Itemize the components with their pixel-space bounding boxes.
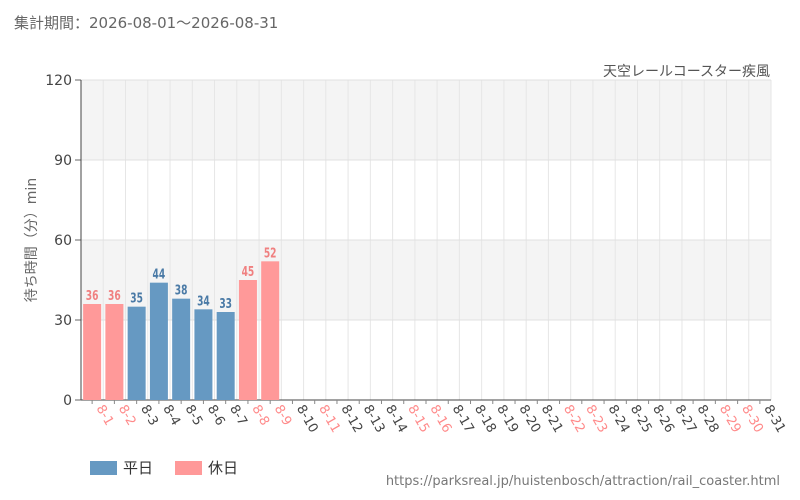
x-tick-label: 8-31 [760, 403, 788, 436]
bar-value-label: 38 [175, 282, 188, 298]
legend-holiday-swatch [175, 460, 203, 475]
bar-value-label: 33 [219, 296, 232, 312]
x-tick-label: 8-17 [449, 403, 477, 436]
x-tick-label: 8-21 [538, 403, 566, 436]
bar-value-label: 45 [242, 264, 255, 280]
legend-holiday: 休日 [175, 457, 238, 478]
x-tick-label: 8-3 [137, 403, 161, 429]
period-label: 集計期間：2026-08-01～2026-08-31 [14, 14, 279, 32]
x-tick-label: 8-12 [338, 403, 366, 436]
legend-weekday-swatch [90, 460, 117, 475]
bar-value-label: 36 [108, 288, 121, 304]
bar-value-label: 36 [86, 288, 99, 304]
bar-value-label: 52 [264, 245, 277, 261]
y-tick-label: 30 [54, 313, 72, 329]
legend-weekday: 平日 [90, 457, 153, 478]
x-tick-label: 8-22 [560, 403, 588, 436]
plot-band [81, 160, 771, 240]
y-axis-title: 待ち時間（分）min [24, 178, 40, 302]
x-tick-label: 8-10 [293, 403, 321, 436]
x-tick-label: 8-28 [694, 403, 722, 436]
bar-8-4 [149, 282, 168, 400]
x-tick-label: 8-26 [649, 403, 677, 436]
x-tick-label: 8-5 [182, 403, 206, 429]
legend-holiday-label: 休日 [208, 459, 239, 477]
x-tick-label: 8-8 [248, 403, 272, 429]
source-link[interactable]: https://parksreal.jp/huistenbosch/attrac… [385, 474, 780, 489]
plot-band [81, 240, 771, 320]
y-tick-label: 60 [54, 233, 72, 249]
x-tick-label: 8-19 [493, 403, 521, 436]
bar-8-3 [127, 306, 146, 400]
x-tick-label: 8-9 [271, 403, 295, 429]
x-tick-label: 8-6 [204, 403, 228, 429]
attraction-name: 天空レールコースター疾風 [602, 64, 770, 80]
bar-value-label: 44 [153, 266, 166, 282]
plot-band [81, 80, 771, 160]
x-tick-label: 8-4 [159, 403, 183, 429]
x-tick-label: 8-24 [605, 403, 633, 436]
y-tick-label: 120 [45, 73, 72, 89]
x-tick-label: 8-15 [404, 403, 432, 436]
bar-8-1 [83, 304, 102, 400]
legend-weekday-label: 平日 [123, 459, 154, 477]
bar-value-label: 35 [130, 290, 143, 306]
x-tick-label: 8-29 [716, 403, 744, 436]
bar-8-5 [172, 298, 191, 400]
bar-8-8 [238, 280, 257, 400]
x-tick-label: 8-20 [516, 403, 544, 436]
x-tick-label: 8-13 [360, 403, 388, 436]
x-tick-label: 8-11 [315, 403, 343, 436]
bar-8-6 [194, 309, 213, 400]
chart-legend: 平日 休日 [90, 457, 260, 478]
x-tick-label: 8-14 [382, 403, 410, 436]
y-tick-label: 90 [54, 153, 72, 169]
bar-8-9 [261, 261, 280, 400]
x-tick-label: 8-27 [671, 403, 699, 436]
x-tick-label: 8-30 [738, 403, 766, 436]
x-tick-label: 8-7 [226, 403, 250, 429]
x-tick-label: 8-18 [471, 403, 499, 436]
y-tick-label: 0 [63, 393, 72, 409]
bar-8-7 [216, 312, 235, 400]
x-tick-label: 8-25 [627, 403, 655, 436]
x-tick-label: 8-23 [582, 403, 610, 436]
x-tick-label: 8-2 [115, 403, 139, 429]
bar-8-2 [105, 304, 124, 400]
bar-value-label: 34 [197, 293, 210, 309]
x-tick-label: 8-1 [93, 403, 117, 429]
x-tick-label: 8-16 [427, 403, 455, 436]
